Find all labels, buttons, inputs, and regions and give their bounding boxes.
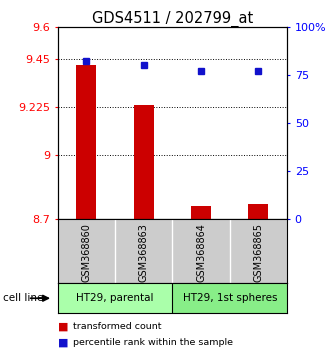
Bar	[173, 283, 287, 313]
Text: HT29, 1st spheres: HT29, 1st spheres	[182, 293, 277, 303]
Text: GSM368864: GSM368864	[196, 223, 206, 281]
Text: ■: ■	[58, 322, 68, 332]
Bar	[134, 105, 154, 219]
Text: transformed count: transformed count	[73, 322, 161, 331]
Title: GDS4511 / 202799_at: GDS4511 / 202799_at	[92, 10, 253, 27]
Bar	[191, 206, 211, 219]
Text: GSM368865: GSM368865	[253, 223, 263, 282]
Text: ■: ■	[58, 338, 68, 348]
Bar	[58, 283, 173, 313]
Text: HT29, parental: HT29, parental	[76, 293, 154, 303]
Bar	[76, 65, 96, 219]
Text: percentile rank within the sample: percentile rank within the sample	[73, 338, 233, 347]
Bar	[248, 204, 269, 219]
Text: GSM368860: GSM368860	[82, 223, 91, 281]
Text: GSM368863: GSM368863	[139, 223, 149, 281]
Text: cell line: cell line	[3, 293, 44, 303]
